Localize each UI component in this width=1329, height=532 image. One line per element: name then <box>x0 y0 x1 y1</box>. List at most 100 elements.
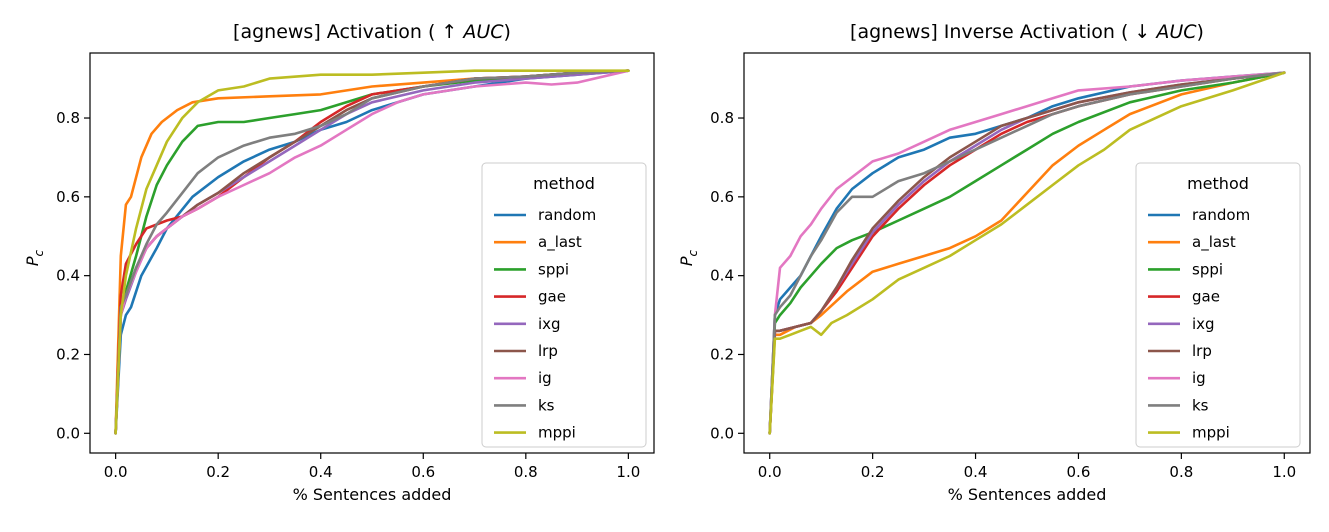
y-tick: 0.4 <box>710 267 744 285</box>
series-lines <box>114 69 630 435</box>
series-line-ks <box>768 71 1286 435</box>
x-axis-label: % Sentences added <box>293 485 452 504</box>
legend-item-ixg: ixg <box>1148 315 1215 333</box>
legend-item-a_last: a_last <box>494 233 582 252</box>
legend-label: mppi <box>1192 424 1230 442</box>
legend-title: method <box>533 174 595 193</box>
x-tick-label: 0.4 <box>964 463 988 481</box>
chart-activation: [agnews] Activation ( ↑ AUC) Pc % Senten… <box>23 21 655 504</box>
y-tick: 0.2 <box>56 345 90 363</box>
x-tick: 0.6 <box>411 453 435 481</box>
y-tick-label: 0.2 <box>56 345 80 363</box>
series-line-ig <box>114 69 630 435</box>
series-lines <box>768 71 1286 435</box>
legend-item-sppi: sppi <box>1148 260 1223 278</box>
series-line-mppi <box>114 69 630 435</box>
legend-item-random: random <box>1148 206 1250 224</box>
x-tick-label: 1.0 <box>1272 463 1296 481</box>
x-tick: 0.4 <box>964 453 988 481</box>
legend-item-ks: ks <box>494 396 555 414</box>
legend-label: random <box>1192 206 1250 224</box>
x-tick-label: 0.8 <box>514 463 538 481</box>
legend-item-lrp: lrp <box>494 342 558 360</box>
y-tick: 0.6 <box>710 188 744 206</box>
ticks: 0.0 0.2 0.4 0.6 0.8 1.0 0.0 0.2 0.4 0.6 0.8 <box>56 109 640 481</box>
legend-label: ixg <box>538 315 561 333</box>
legend-label: lrp <box>538 342 558 360</box>
x-tick: 0.2 <box>206 453 230 481</box>
legend-box <box>481 162 647 448</box>
y-tick-label: 0.6 <box>710 188 734 206</box>
x-tick-label: 0.8 <box>1169 463 1193 481</box>
legend-label: sppi <box>538 260 569 278</box>
y-axis-label: Pc <box>677 249 700 266</box>
x-tick: 0.4 <box>309 453 333 481</box>
axes-frame <box>743 52 1311 454</box>
y-tick-label: 0.8 <box>56 109 80 127</box>
x-tick: 0.8 <box>1169 453 1193 481</box>
legend-label: ig <box>1192 369 1206 387</box>
legend-item-sppi: sppi <box>494 260 569 278</box>
legend-item-ks: ks <box>1148 396 1209 414</box>
legend-label: ks <box>1192 396 1209 414</box>
legend-label: ig <box>538 369 552 387</box>
x-tick-label: 0.0 <box>104 463 128 481</box>
legend-title: method <box>1187 174 1249 193</box>
y-tick: 0.4 <box>56 267 90 285</box>
series-line-random <box>768 71 1286 435</box>
x-tick-label: 0.2 <box>206 463 230 481</box>
series-line-ig <box>768 71 1286 435</box>
y-tick-label: 0.0 <box>710 424 734 442</box>
legend-item-random: random <box>494 206 596 224</box>
legend-item-gae: gae <box>494 288 566 306</box>
x-tick-label: 0.0 <box>758 463 782 481</box>
x-tick: 1.0 <box>616 453 640 481</box>
legend-item-gae: gae <box>1148 288 1220 306</box>
axes-frame <box>89 52 655 454</box>
y-tick: 0.2 <box>710 345 744 363</box>
x-tick: 0.0 <box>104 453 128 481</box>
chart-title: [agnews] Activation ( ↑ AUC) <box>233 21 511 43</box>
y-tick: 0.0 <box>56 424 90 442</box>
legend-item-mppi: mppi <box>1148 424 1230 442</box>
x-tick: 0.2 <box>861 453 885 481</box>
legend-label: gae <box>538 288 566 306</box>
y-tick-label: 0.4 <box>56 267 80 285</box>
legend-label: random <box>538 206 596 224</box>
legend-label: gae <box>1192 288 1220 306</box>
series-line-mppi <box>768 71 1286 435</box>
legend-label: sppi <box>1192 260 1223 278</box>
y-axis-label: Pc <box>23 249 46 266</box>
x-tick: 0.6 <box>1067 453 1091 481</box>
y-tick-label: 0.8 <box>710 109 734 127</box>
legend-item-a_last: a_last <box>1148 233 1236 252</box>
y-tick-label: 0.0 <box>56 424 80 442</box>
series-line-lrp <box>768 71 1286 435</box>
x-axis-label: % Sentences added <box>948 485 1107 504</box>
legend-label: a_last <box>1192 233 1236 252</box>
legend-item-lrp: lrp <box>1148 342 1212 360</box>
legend-item-ig: ig <box>494 369 552 387</box>
x-tick-label: 0.4 <box>309 463 333 481</box>
y-tick: 0.6 <box>56 188 90 206</box>
legend-box <box>1135 162 1301 448</box>
chart-title: [agnews] Inverse Activation ( ↓ AUC) <box>850 21 1204 43</box>
legend-label: lrp <box>1192 342 1212 360</box>
x-tick-label: 0.6 <box>1067 463 1091 481</box>
y-tick: 0.8 <box>56 109 90 127</box>
y-tick-label: 0.6 <box>56 188 80 206</box>
legend-label: ixg <box>1192 315 1215 333</box>
legend-label: ks <box>538 396 555 414</box>
x-tick-label: 1.0 <box>616 463 640 481</box>
series-line-sppi <box>768 71 1286 435</box>
chart-inverse-activation: [agnews] Inverse Activation ( ↓ AUC) Pc … <box>677 21 1311 504</box>
legend-label: mppi <box>538 424 576 442</box>
x-tick: 1.0 <box>1272 453 1296 481</box>
y-tick-label: 0.2 <box>710 345 734 363</box>
series-line-sppi <box>114 69 630 435</box>
legend-item-ixg: ixg <box>494 315 561 333</box>
y-tick-label: 0.4 <box>710 267 734 285</box>
